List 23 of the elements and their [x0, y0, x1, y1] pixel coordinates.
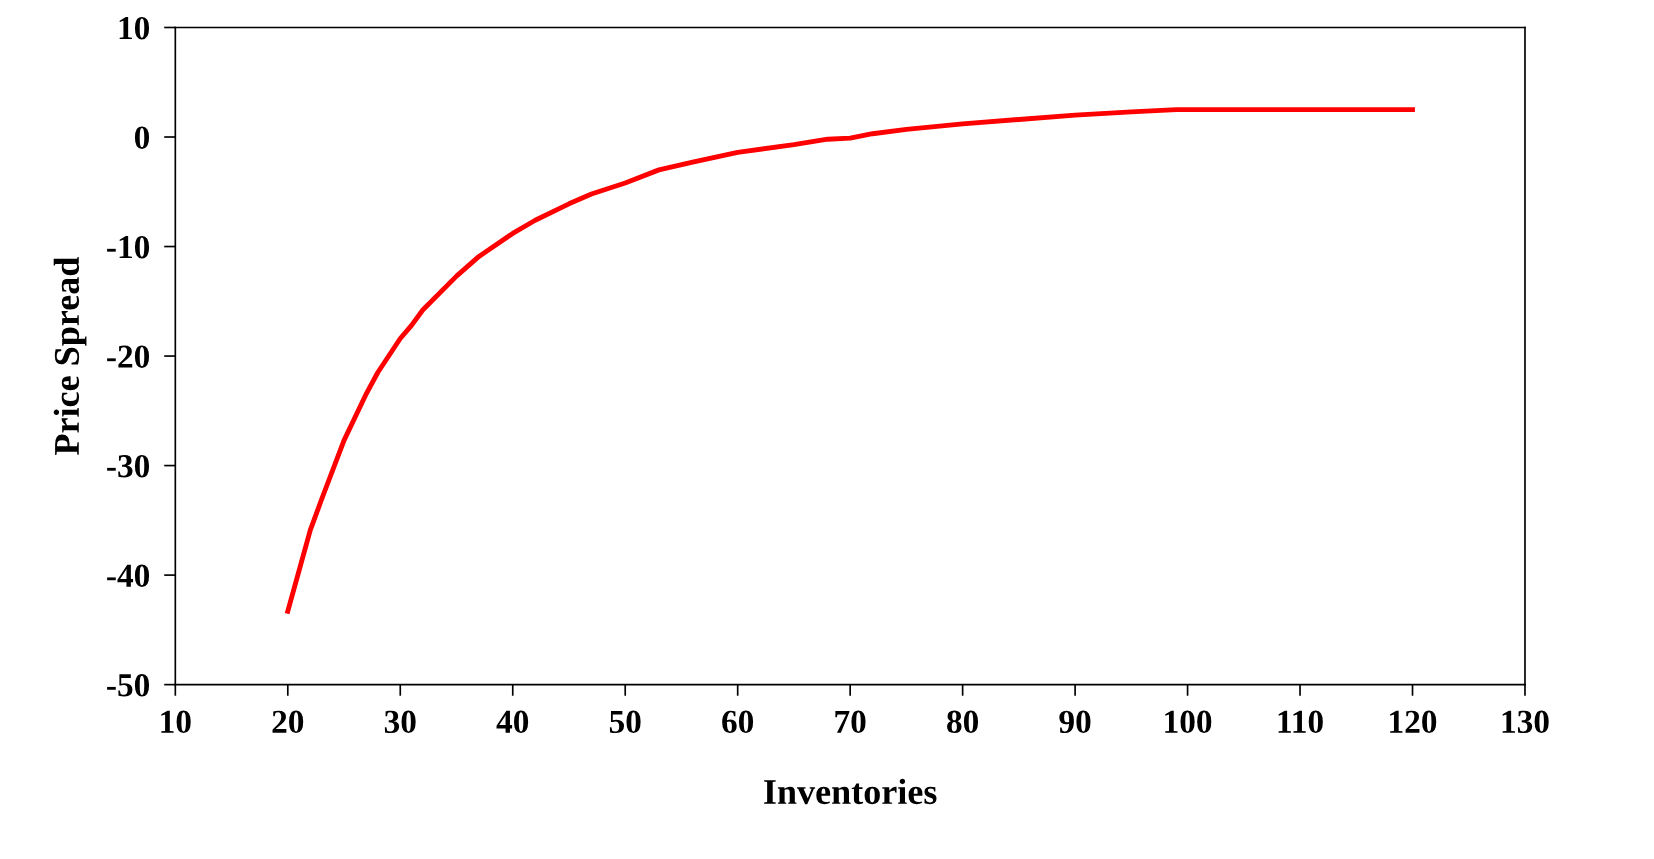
y-axis-title: Price Spread	[53, 256, 87, 455]
x-tick-label: 60	[722, 710, 754, 734]
y-tick-label: 0	[134, 126, 150, 149]
x-tick-label: 80	[947, 710, 979, 734]
x-tick-label: 70	[835, 710, 866, 734]
x-tick-label: 20	[272, 710, 304, 734]
y-tick-label: -30	[107, 454, 150, 478]
y-tick-label: -10	[107, 235, 150, 259]
line-series	[285, 107, 1415, 614]
x-tick-label: 130	[1502, 710, 1549, 734]
x-tick-label: 10	[161, 710, 191, 734]
x-tick-label: 30	[384, 710, 416, 734]
x-tick-label: 100	[1165, 710, 1212, 734]
x-axis-title: Inventories	[764, 778, 937, 805]
y-tick-label: -40	[107, 564, 150, 587]
x-tick-label: 120	[1390, 710, 1437, 734]
y-tick-label: -50	[107, 674, 150, 697]
y-tick-label: 10	[119, 16, 150, 40]
x-tick-label: 90	[1059, 710, 1091, 734]
y-tick-label: -20	[107, 345, 150, 368]
x-tick-label: 40	[496, 710, 529, 734]
x-tick-label: 50	[609, 710, 641, 734]
x-tick-label: 110	[1278, 710, 1323, 734]
